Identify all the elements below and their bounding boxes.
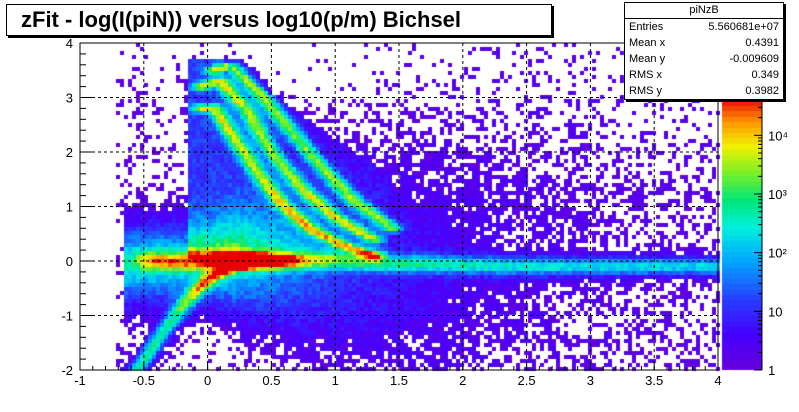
- x-tick-label: 2: [459, 373, 466, 388]
- x-tick-label: -1: [74, 373, 86, 388]
- y-tick-label: -1: [61, 309, 73, 324]
- grid-lines: [80, 43, 718, 370]
- color-tick-label: 10²: [768, 246, 787, 261]
- color-tick-label: 10⁴: [768, 128, 788, 143]
- color-axis: 1 10 10² 10³ 10⁴: [754, 99, 788, 378]
- stats-row: RMS y 0.3982: [625, 83, 783, 99]
- x-tick-label: 1.5: [390, 373, 408, 388]
- stats-value: 0.4391: [745, 37, 779, 49]
- chart-title: zFit - log(I(piN)) versus log10(p/m) Bic…: [6, 4, 552, 36]
- stats-label: RMS x: [629, 69, 662, 81]
- y-axis: -2 -1 0 1 2 3 4: [61, 36, 92, 378]
- stats-value: 5.560681e+07: [708, 21, 779, 33]
- color-tick-label: 10³: [768, 187, 787, 202]
- x-tick-label: 0: [204, 373, 211, 388]
- y-tick-label: 3: [66, 91, 73, 106]
- stats-label: Mean x: [629, 37, 666, 49]
- x-axis: -1 -0.5 0 0.5 1 1.5 2 2.5 3 3.5 4: [74, 361, 722, 388]
- x-tick-label: 3: [587, 373, 594, 388]
- y-tick-label: 1: [66, 200, 73, 215]
- stats-row: RMS x 0.349: [625, 67, 783, 83]
- stats-rows: Entries 5.560681e+07 Mean x 0.4391 Mean y -0.…: [625, 19, 783, 99]
- stats-row: Mean y -0.009609: [625, 51, 783, 67]
- stats-label: Mean y: [629, 53, 666, 65]
- y-tick-label: 0: [66, 254, 73, 269]
- y-tick-label: 4: [66, 36, 73, 51]
- stats-value: 0.349: [751, 69, 779, 81]
- x-tick-label: 4: [714, 373, 721, 388]
- stats-value: -0.009609: [729, 53, 779, 65]
- x-tick-label: 3.5: [645, 373, 663, 388]
- stats-title: piNzB: [625, 3, 783, 19]
- color-tick-label: 10: [768, 304, 782, 319]
- y-tick-label: -2: [61, 363, 73, 378]
- color-tick-label: 1: [768, 363, 775, 378]
- x-tick-label: 2.5: [518, 373, 536, 388]
- x-tick-label: -0.5: [133, 373, 155, 388]
- y-tick-label: 2: [66, 145, 73, 160]
- x-tick-label: 0.5: [262, 373, 280, 388]
- stats-value: 0.3982: [745, 85, 779, 97]
- stats-row: Mean x 0.4391: [625, 35, 783, 51]
- x-tick-label: 1: [332, 373, 339, 388]
- stats-label: RMS y: [629, 85, 662, 97]
- chart-title-text: zFit - log(I(piN)) versus log10(p/m) Bic…: [21, 7, 462, 32]
- stats-label: Entries: [629, 21, 664, 33]
- stats-box: piNzB Entries 5.560681e+07 Mean x 0.4391 Mea…: [624, 2, 784, 100]
- stats-row: Entries 5.560681e+07: [625, 19, 783, 35]
